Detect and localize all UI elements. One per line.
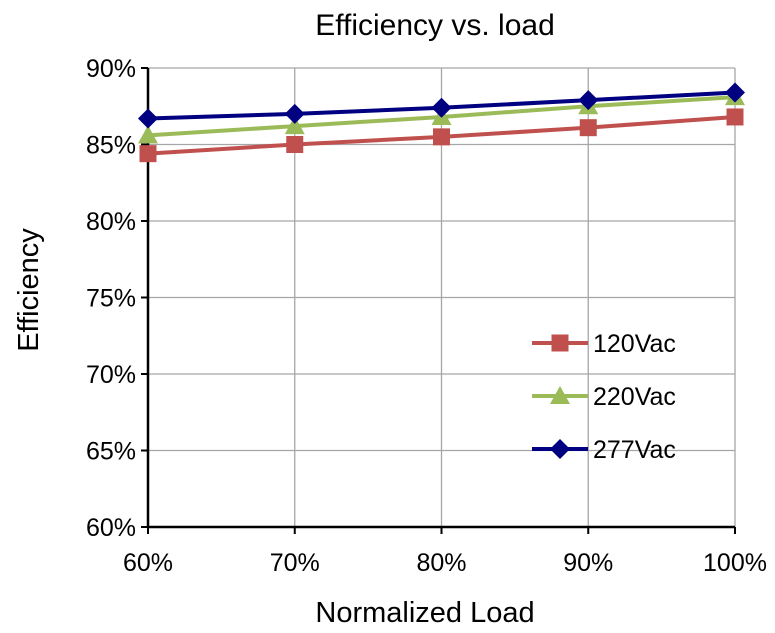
legend-marker	[551, 334, 569, 352]
data-point	[284, 116, 305, 135]
data-point	[579, 119, 597, 137]
data-point	[138, 125, 158, 144]
x-tick-label: 60%	[123, 549, 173, 577]
data-point	[725, 82, 745, 103]
y-tick-label: 90%	[86, 55, 136, 83]
y-tick-label: 65%	[86, 438, 136, 466]
legend-marker	[550, 439, 570, 459]
legend-marker	[550, 386, 570, 404]
data-point	[286, 136, 304, 153]
data-point	[138, 108, 158, 129]
y-axis-ticks: 60% 65% 70% 75% 80% 85% 90%	[86, 55, 136, 542]
chart-title: Efficiency vs. load	[315, 9, 555, 42]
x-tick-label: 100%	[703, 549, 767, 577]
data-point	[578, 90, 599, 111]
y-tick-label: 70%	[86, 361, 136, 389]
legend: 120Vac 220Vac 277Vac	[532, 330, 676, 464]
data-point	[139, 145, 157, 163]
y-tick-label: 75%	[86, 285, 136, 313]
data-point	[433, 128, 450, 146]
series-120Vac	[139, 108, 744, 163]
legend-item: 220Vac	[532, 383, 676, 411]
x-tick-label: 70%	[270, 549, 320, 577]
legend-item: 277Vac	[532, 436, 676, 464]
legend-label: 220Vac	[593, 383, 676, 411]
data-point	[284, 103, 305, 124]
legend-label: 277Vac	[593, 436, 676, 464]
y-axis-title: Efficiency	[13, 228, 45, 352]
data-point	[431, 97, 452, 118]
x-tick-label: 80%	[416, 549, 466, 577]
series-277Vac	[138, 82, 745, 129]
x-axis-ticks: 60% 70% 80% 90% 100%	[123, 549, 767, 577]
y-tick-label: 80%	[86, 208, 136, 236]
legend-item: 120Vac	[532, 330, 676, 358]
axes	[141, 67, 736, 534]
y-tick-label: 60%	[86, 514, 136, 542]
data-point	[726, 108, 744, 126]
y-tick-label: 85%	[86, 132, 136, 160]
legend-label: 120Vac	[593, 330, 676, 358]
series-layer	[138, 82, 745, 163]
x-tick-label: 90%	[563, 549, 613, 577]
x-axis-title: Normalized Load	[315, 597, 534, 628]
